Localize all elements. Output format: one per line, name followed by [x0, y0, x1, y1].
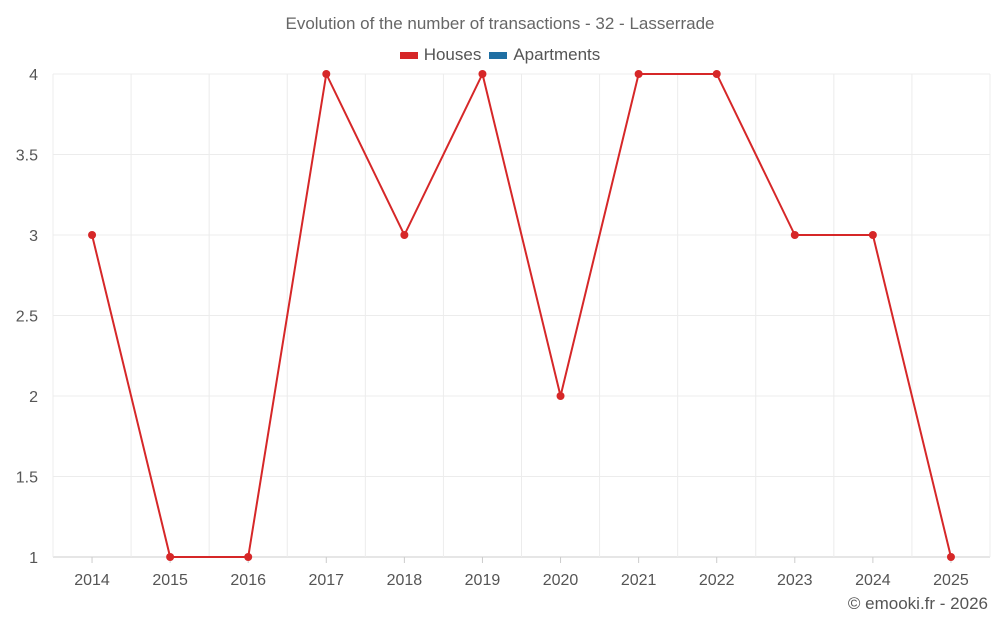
x-tick-label: 2024	[855, 572, 891, 589]
data-point	[88, 231, 97, 239]
x-tick-label: 2025	[933, 572, 969, 589]
y-tick-label: 3.5	[16, 148, 38, 165]
x-tick-label: 2020	[543, 572, 579, 589]
data-point	[400, 231, 409, 239]
legend-item-houses[interactable]: Houses	[399, 45, 482, 65]
data-point	[790, 231, 799, 239]
x-tick-label: 2015	[152, 572, 188, 589]
y-tick-label: 1	[29, 550, 38, 567]
series-line-houses	[91, 73, 952, 558]
credit-text: © emooki.fr - 2026	[847, 594, 988, 613]
chart-title: Evolution of the number of transactions …	[285, 14, 715, 33]
x-tick-label: 2014	[74, 572, 110, 589]
x-tick-label: 2022	[699, 572, 735, 589]
data-point	[166, 553, 175, 561]
data-point	[478, 70, 487, 78]
data-point	[946, 553, 955, 561]
data-point	[244, 553, 253, 561]
y-tick-label: 2	[29, 389, 38, 406]
data-point	[868, 231, 877, 239]
legend-swatch-houses	[399, 51, 418, 59]
legend-label-apartments: Apartments	[513, 45, 601, 64]
legend-label-houses: Houses	[423, 45, 482, 64]
x-tick-label: 2016	[230, 572, 266, 589]
x-tick-label: 2021	[621, 572, 657, 589]
legend: Houses Apartments	[0, 45, 1000, 65]
x-tick-label: 2018	[387, 572, 423, 589]
y-tick-label: 4	[29, 67, 38, 84]
data-point	[556, 392, 565, 400]
data-point	[634, 70, 643, 78]
legend-item-apartments[interactable]: Apartments	[489, 45, 600, 65]
y-tick-label: 1.5	[16, 470, 38, 487]
data-point	[322, 70, 331, 78]
x-tick-label: 2019	[465, 572, 501, 589]
data-point	[712, 70, 721, 78]
legend-swatch-apartments	[489, 51, 508, 59]
x-tick-label: 2017	[308, 572, 344, 589]
y-tick-label: 3	[29, 228, 38, 245]
y-tick-label: 2.5	[16, 309, 38, 326]
x-tick-label: 2023	[777, 572, 813, 589]
